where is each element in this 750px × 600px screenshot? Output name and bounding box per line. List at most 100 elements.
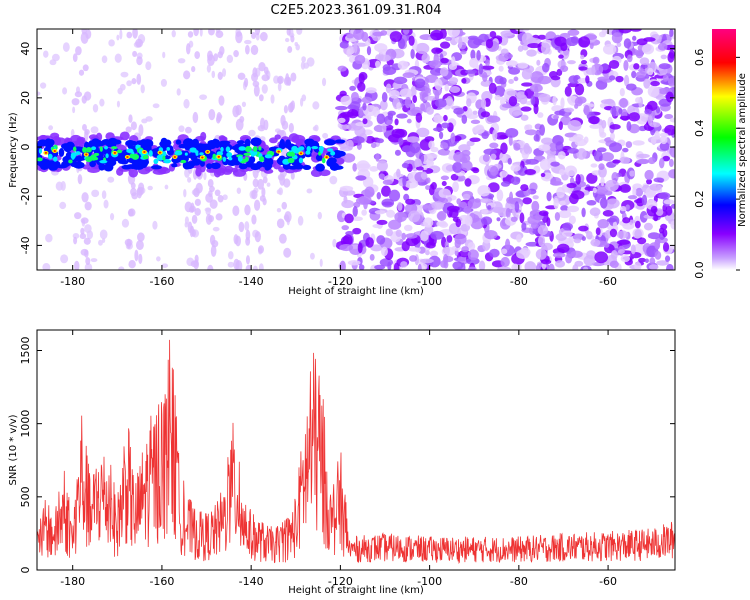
heatmap-cell xyxy=(358,264,365,270)
heatmap-cell xyxy=(554,110,565,116)
heatmap-cell xyxy=(644,169,654,181)
heatmap-cell xyxy=(104,145,108,150)
heatmap-cell xyxy=(530,95,536,106)
heatmap-cell xyxy=(195,152,199,156)
heatmap-cell xyxy=(74,260,80,270)
heatmap-cell xyxy=(490,153,497,160)
heatmap-cell xyxy=(489,165,499,176)
heatmap-cell xyxy=(379,99,388,111)
snr-x-ticks: -180 -160 -140 -120 -100 -80 -60 xyxy=(60,330,617,588)
heatmap-cell xyxy=(460,223,471,232)
heatmap-cell xyxy=(451,56,456,67)
heatmap-cell xyxy=(375,153,380,162)
heatmap-cell xyxy=(374,264,386,270)
heatmap-cell xyxy=(298,157,304,164)
heatmap-cell xyxy=(443,114,448,122)
heatmap-cell xyxy=(92,103,99,113)
heatmap-cell xyxy=(430,182,437,190)
heatmap-cell xyxy=(650,136,657,145)
heatmap-cell xyxy=(669,29,674,38)
heatmap-cell xyxy=(425,177,431,184)
heatmap-cell xyxy=(357,242,363,254)
heatmap-cell xyxy=(210,162,221,170)
heatmap-cell xyxy=(44,151,48,154)
heatmap-cell xyxy=(194,208,201,216)
heatmap-cell xyxy=(266,182,271,187)
heatmap-cell xyxy=(246,160,254,168)
heatmap-cell xyxy=(286,151,295,157)
heatmap-cell xyxy=(358,109,363,117)
heatmap-cell xyxy=(107,176,115,183)
heatmap-cell xyxy=(609,260,619,269)
heatmap-cell xyxy=(466,140,475,147)
heatmap-cell xyxy=(248,129,256,137)
y-tick-label: 0 xyxy=(19,567,32,574)
heatmap-cell xyxy=(306,145,311,152)
heatmap-cell xyxy=(205,213,213,225)
heatmap-cell xyxy=(142,154,149,160)
heatmap-cell xyxy=(537,34,547,40)
heatmap-cell xyxy=(217,51,223,59)
heatmap-cell xyxy=(207,178,214,188)
y-tick-label: 40 xyxy=(19,42,32,56)
heatmap-cell xyxy=(276,75,284,85)
heatmap-cell xyxy=(138,124,144,137)
heatmap-cell xyxy=(356,160,370,172)
heatmap-cell xyxy=(541,259,552,265)
heatmap-cell xyxy=(252,146,258,152)
snr-x-label: Height of straight line (km) xyxy=(288,585,424,596)
heatmap-cell xyxy=(578,36,591,48)
heatmap-cell xyxy=(527,42,541,49)
heatmap-cell xyxy=(105,153,109,159)
heatmap-cell xyxy=(589,207,601,217)
heatmap-cell xyxy=(340,111,354,118)
heatmap-cell xyxy=(380,246,388,257)
heatmap-cell xyxy=(525,124,533,130)
heatmap-cell xyxy=(232,205,240,217)
heatmap-cell xyxy=(156,154,165,161)
heatmap-cell xyxy=(376,138,384,144)
heatmap-cell xyxy=(254,29,261,36)
heatmap-cell xyxy=(319,258,323,268)
heatmap-cell xyxy=(283,214,290,221)
heatmap-cell xyxy=(126,80,132,87)
heatmap-cell xyxy=(442,254,449,265)
heatmap-cell xyxy=(638,257,647,263)
heatmap-cell xyxy=(401,232,407,241)
heatmap-cell xyxy=(612,159,621,164)
heatmap-cell xyxy=(578,225,589,232)
heatmap-cell xyxy=(520,114,529,121)
heatmap-cell xyxy=(526,49,537,57)
heatmap-cell xyxy=(259,31,268,42)
heatmap-cell xyxy=(252,265,258,270)
heatmap-cell xyxy=(284,37,290,43)
heatmap-cell xyxy=(558,121,563,131)
heatmap-cell xyxy=(508,95,518,107)
heatmap-cell xyxy=(350,91,359,102)
heatmap-cell xyxy=(374,43,388,53)
heatmap-cell xyxy=(403,224,413,232)
heatmap-cell xyxy=(481,208,489,215)
heatmap-cell xyxy=(478,63,484,75)
heatmap-cell xyxy=(99,159,108,164)
heatmap-cell xyxy=(517,62,529,69)
heatmap-cell xyxy=(85,147,92,153)
heatmap-x-label: Height of straight line (km) xyxy=(288,286,424,297)
heatmap-cell xyxy=(670,220,675,230)
heatmap-cell xyxy=(126,31,133,39)
heatmap-cell xyxy=(84,249,89,258)
heatmap-cell xyxy=(489,30,497,38)
heatmap-cell xyxy=(288,122,294,133)
heatmap-cell xyxy=(131,192,139,200)
heatmap-cell xyxy=(226,159,238,166)
heatmap-cell xyxy=(508,135,513,146)
heatmap-cell xyxy=(539,124,545,136)
heatmap-cell xyxy=(455,218,462,228)
heatmap-cell xyxy=(494,85,506,98)
heatmap-cell xyxy=(428,140,435,149)
heatmap-cell xyxy=(516,234,522,243)
heatmap-cell xyxy=(138,148,143,155)
x-tick-label: -160 xyxy=(149,275,174,288)
heatmap-cell xyxy=(388,89,400,99)
heatmap-cell xyxy=(590,163,598,168)
